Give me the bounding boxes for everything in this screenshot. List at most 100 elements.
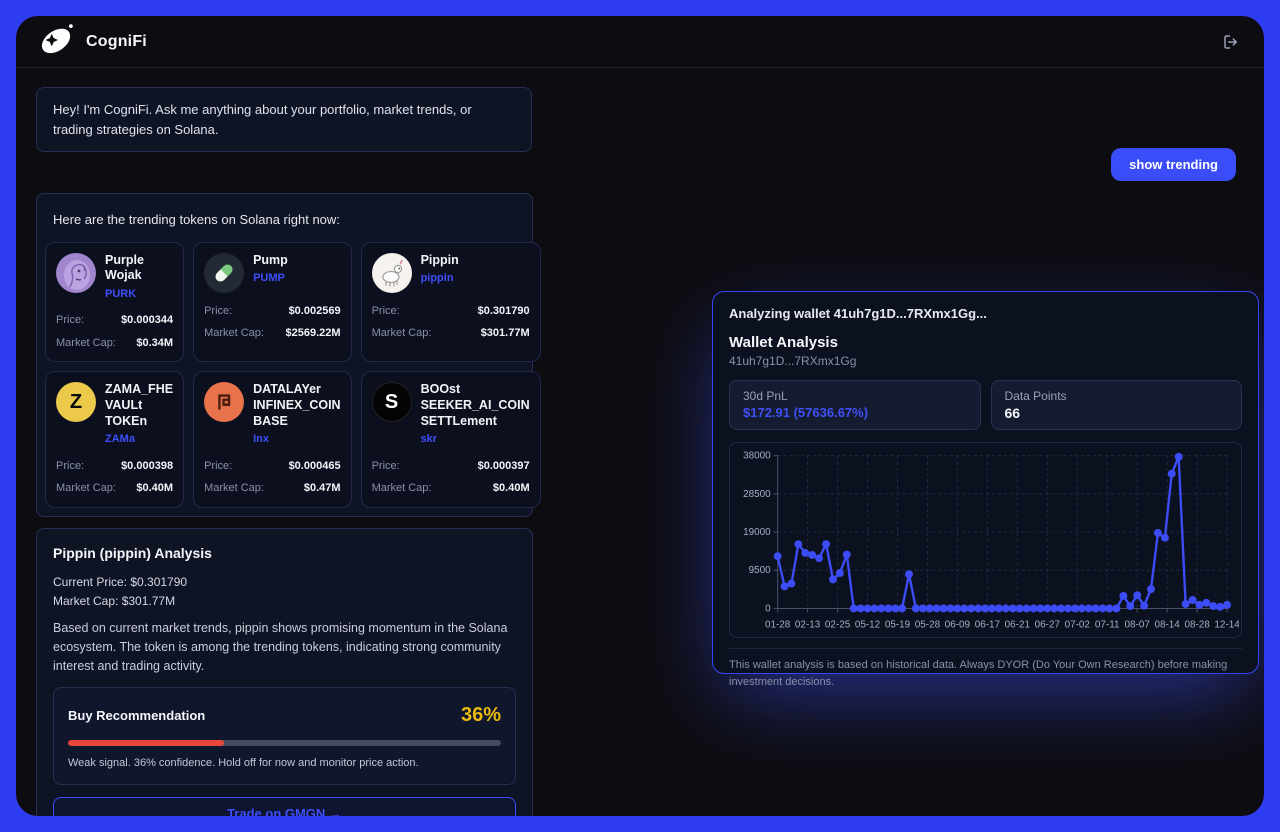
mcap-label: Market Cap: — [371, 482, 432, 495]
logout-icon[interactable] — [1218, 29, 1244, 55]
svg-text:06-17: 06-17 — [975, 619, 1001, 630]
rocket-logo-icon — [36, 18, 78, 65]
svg-text:07-02: 07-02 — [1065, 619, 1091, 630]
price-value: $0.000344 — [121, 314, 174, 327]
pnl-line-chart: 0 9500 19000 28500 38000 01-28 02-13 02-25 05-12… — [729, 442, 1242, 638]
mcap-value: $0.40M — [136, 482, 174, 495]
header: CogniFi — [16, 16, 1264, 68]
purple-wojak-avatar — [56, 252, 96, 293]
token-ticker: Inx — [253, 433, 269, 446]
svg-text:08-14: 08-14 — [1154, 619, 1180, 630]
app-title: CogniFi — [86, 32, 147, 50]
brand: CogniFi — [36, 18, 147, 65]
pill-avatar — [204, 252, 245, 293]
price-label: Price: — [204, 304, 233, 317]
token-grid: Purple Wojak PURK Price: $0.000344 Market… — [45, 241, 541, 508]
token-name: Purple Wojak — [105, 252, 144, 283]
analysis-current-price: Current Price: $0.301790 — [53, 575, 188, 589]
mcap-label: Market Cap: — [56, 482, 116, 495]
svg-text:0: 0 — [765, 603, 771, 614]
datapoints-label: Data Points — [1004, 389, 1067, 403]
datapoints-stat-box: Data Points 66 — [990, 380, 1242, 430]
svg-text:38000: 38000 — [743, 451, 771, 462]
svg-text:07-11: 07-11 — [1095, 619, 1120, 630]
token-name: Pump — [253, 252, 288, 267]
wallet-analysis-panel: Analyzing wallet 41uh7g1D...7RXmx1Gg... … — [712, 291, 1259, 688]
svg-text:19000: 19000 — [743, 527, 771, 538]
token-card-purple-wojak[interactable]: Purple Wojak PURK Price: $0.000344 Market… — [45, 241, 185, 363]
svg-text:12-14: 12-14 — [1214, 619, 1239, 630]
maze-avatar — [204, 382, 245, 423]
token-card-zama[interactable]: Z ZAMA_FHE VAULt TOKEn ZAMa Price: $0.000… — [45, 371, 185, 508]
price-value: $0.000398 — [121, 459, 174, 472]
letter-z-avatar: Z — [56, 382, 96, 423]
token-ticker: pippin — [420, 272, 454, 285]
pnl-label: 30d PnL — [743, 389, 788, 403]
svg-text:05-12: 05-12 — [855, 619, 881, 630]
mcap-label: Market Cap: — [204, 482, 264, 495]
assistant-welcome-message: Hey! I'm CogniFi. Ask me anything about … — [36, 87, 532, 152]
price-label: Price: — [56, 459, 85, 472]
price-label: Price: — [56, 314, 85, 327]
svg-text:02-25: 02-25 — [825, 619, 851, 630]
pippin-analysis-card: Pippin (pippin) Analysis Current Price: … — [36, 528, 533, 816]
svg-text:06-27: 06-27 — [1035, 619, 1061, 630]
svg-text:9500: 9500 — [749, 565, 772, 576]
mcap-value: $301.77M — [480, 327, 530, 339]
price-label: Price: — [204, 459, 233, 472]
svg-text:08-28: 08-28 — [1184, 619, 1210, 630]
mcap-label: Market Cap: — [371, 327, 432, 339]
mcap-value: $2569.22M — [285, 327, 341, 339]
token-ticker: PURK — [105, 287, 137, 300]
pnl-stat-box: 30d PnL $172.91 (57636.67%) — [729, 380, 981, 430]
token-card-skr[interactable]: S BOOst SEEKER_AI_COIN SETTLement skr Pr… — [360, 371, 541, 508]
user-message-show-trending: show trending — [1111, 148, 1236, 181]
svg-text:08-07: 08-07 — [1125, 619, 1151, 630]
trade-on-gmgn-button[interactable]: Trade on GMGN → — [53, 796, 516, 816]
wallet-footer-text: This wallet analysis is based on histori… — [729, 648, 1242, 690]
token-name: DATALAYer INFINEX_COIN BASE — [253, 382, 341, 428]
recommendation-title: Buy Recommendation — [68, 707, 206, 723]
svg-text:05-28: 05-28 — [915, 619, 941, 630]
svg-text:06-21: 06-21 — [1005, 619, 1031, 630]
token-card-pump[interactable]: Pump PUMP Price: $0.002569 Market Cap: $25… — [193, 241, 352, 363]
mcap-value: $0.47M — [303, 482, 341, 495]
confidence-bar — [68, 740, 501, 747]
pnl-value: $172.91 (57636.67%) — [743, 405, 869, 420]
recommendation-percent: 36% — [460, 704, 501, 727]
app-window: CogniFi Hey! I'm CogniFi. Ask me anythin… — [16, 16, 1264, 816]
chart-svg: 0 9500 19000 28500 38000 01-28 02-13 02-25 05-12… — [743, 451, 1240, 631]
recommendation-note: Weak signal. 36% confidence. Hold off fo… — [68, 757, 419, 770]
token-name: Pippin — [420, 252, 459, 267]
token-ticker: PUMP — [253, 272, 285, 285]
wallet-analyzing-text: Analyzing wallet 41uh7g1D...7RXmx1Gg... — [729, 306, 987, 321]
price-value: $0.000397 — [477, 459, 530, 472]
mcap-label: Market Cap: — [56, 336, 116, 349]
token-ticker: ZAMa — [105, 433, 135, 446]
confidence-bar-fill — [68, 740, 224, 747]
analysis-title: Pippin (pippin) Analysis — [53, 545, 212, 561]
analysis-body: Based on current market trends, pippin s… — [53, 621, 508, 673]
wallet-address: 41uh7g1D...7RXmx1Gg — [729, 354, 857, 368]
token-name: BOOst SEEKER_AI_COIN SETTLement — [420, 382, 530, 428]
trending-tokens-card: Here are the trending tokens on Solana r… — [36, 193, 541, 517]
token-card-pippin[interactable]: Pippin pippin Price: $0.301790 Market Cap… — [360, 241, 541, 363]
price-label: Price: — [371, 304, 400, 317]
price-label: Price: — [371, 459, 400, 472]
token-card-inx[interactable]: DATALAYer INFINEX_COIN BASE Inx Price: $0… — [193, 371, 352, 508]
analysis-market-cap: Market Cap: $301.77M — [53, 593, 176, 608]
mcap-value: $0.40M — [492, 482, 530, 495]
price-value: $0.301790 — [477, 304, 530, 317]
svg-text:02-13: 02-13 — [795, 619, 821, 630]
mcap-value: $0.34M — [136, 336, 174, 349]
svg-text:06-09: 06-09 — [945, 619, 971, 630]
token-ticker: skr — [420, 433, 438, 446]
letter-s-avatar: S — [371, 382, 412, 423]
price-value: $0.000465 — [288, 459, 341, 472]
price-value: $0.002569 — [288, 304, 341, 317]
unicorn-avatar — [371, 252, 412, 293]
datapoints-value: 66 — [1004, 405, 1021, 421]
wallet-analysis-title: Wallet Analysis — [729, 334, 838, 351]
token-name: ZAMA_FHE VAULt TOKEn — [105, 382, 174, 428]
svg-text:05-19: 05-19 — [885, 619, 911, 630]
